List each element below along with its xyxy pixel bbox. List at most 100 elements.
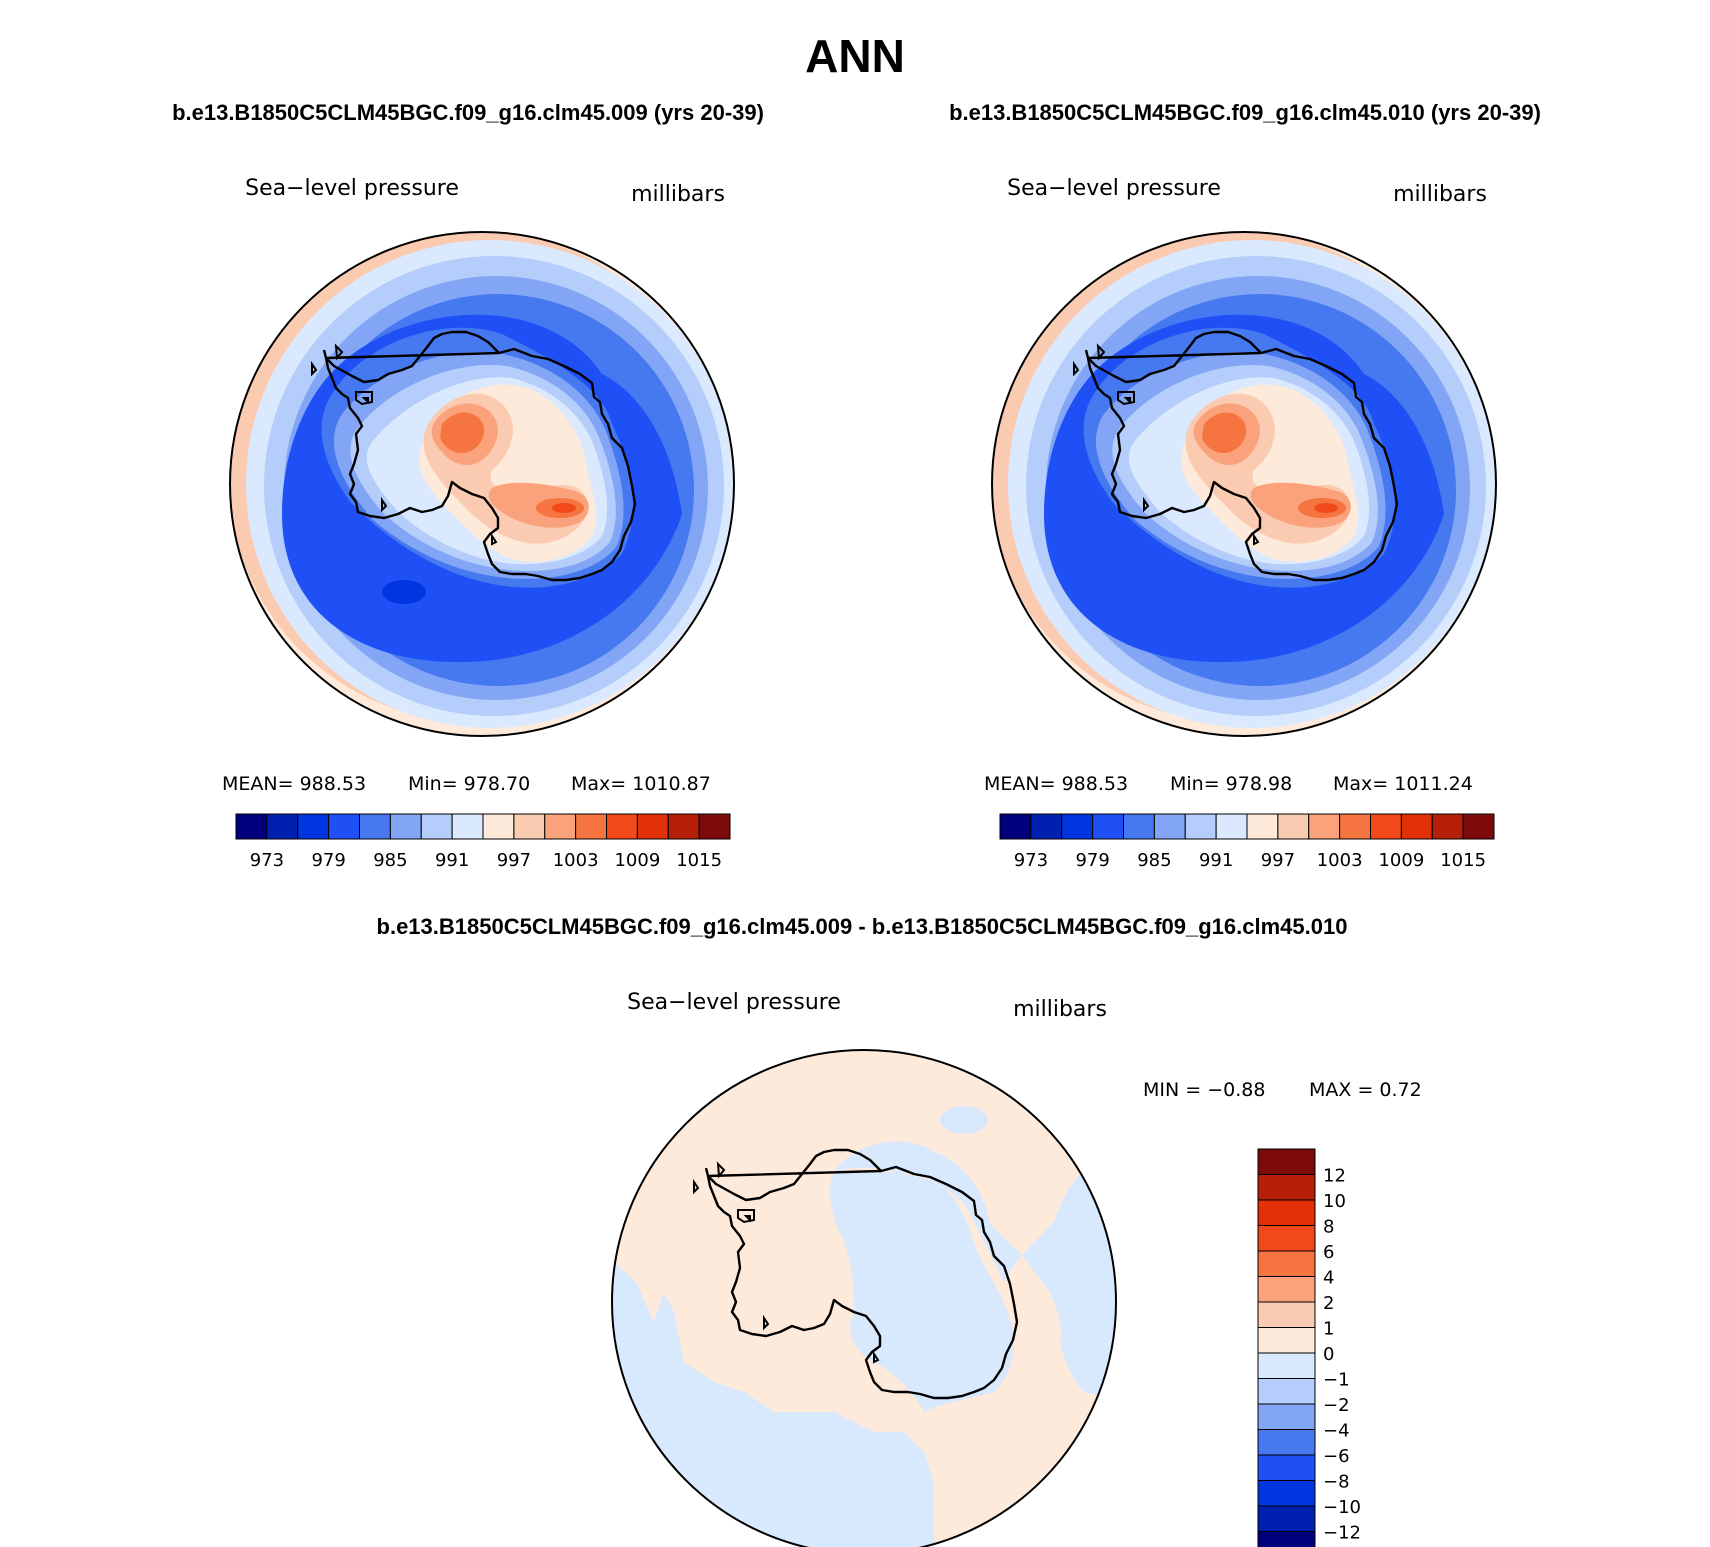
case-b-colorbar-tick-label: 997 [1261, 850, 1295, 871]
case-b-colorbar-swatch [999, 813, 1032, 840]
difference-colorbar-swatch [1257, 1250, 1316, 1277]
case-a-units-label: millibars [631, 182, 725, 207]
difference-title: b.e13.B1850C5CLM45BGC.f09_g16.clm45.009 … [377, 914, 1348, 939]
case-a-colorbar-tick-label: 1015 [676, 850, 722, 871]
difference-polar-map [612, 1050, 1116, 1547]
case-b-colorbar-swatch [1123, 813, 1155, 840]
case-a-colorbar-swatch [389, 813, 422, 840]
difference-colorbar-tick-label: −1 [1323, 1370, 1350, 1391]
case-a-map-border [229, 231, 735, 737]
difference-colorbar-swatch [1257, 1378, 1316, 1405]
difference-colorbar-swatch [1257, 1429, 1316, 1456]
case-a-colorbar-swatch [359, 813, 391, 840]
difference-colorbar-tick-label: 8 [1323, 1217, 1334, 1238]
difference-colorbar-swatch [1257, 1301, 1316, 1328]
difference-colorbar-swatch [1257, 1199, 1316, 1226]
difference-stat-min: MIN = −0.88 [1143, 1079, 1265, 1101]
case-a-polar-map [230, 232, 734, 736]
case-a-colorbar-swatch [235, 813, 268, 840]
case-a-colorbar-tick-label: 985 [373, 850, 407, 871]
difference-negative-region-east [829, 1141, 1116, 1412]
difference-colorbar-tick-label: 10 [1323, 1191, 1346, 1212]
case-a-colorbar-swatch [513, 813, 546, 840]
case-b-colorbar-swatch [1184, 813, 1217, 840]
difference-colorbar-tick-label: −4 [1323, 1421, 1350, 1442]
case-a-colorbar-tick-label: 979 [311, 850, 345, 871]
difference-map-border [611, 1049, 1117, 1547]
case-a-colorbar-swatch [575, 813, 607, 840]
case-a-stat-min: Min= 978.70 [408, 773, 530, 795]
case-a-variable-label: Sea−level pressure [245, 176, 459, 201]
difference-colorbar-tick-label: −10 [1323, 1497, 1361, 1518]
difference-colorbar-tick-label: −12 [1323, 1523, 1361, 1544]
case-a-colorbar-swatch [482, 813, 515, 840]
case-a-colorbar-swatch [297, 813, 330, 840]
figure-title: ANN [805, 30, 905, 82]
difference-colorbar-tick-label: 0 [1323, 1344, 1334, 1365]
case-a-colorbar-swatch [698, 813, 731, 840]
case-b-colorbar-swatch [1431, 813, 1464, 840]
case-b-map-border [991, 231, 1497, 737]
case-a-colorbar-swatch [266, 813, 299, 840]
case-b-stat-mean: MEAN= 988.53 [984, 773, 1128, 795]
case-b-units-label: millibars [1393, 182, 1487, 207]
difference-colorbar-swatch [1257, 1225, 1316, 1252]
difference-colorbar-swatch [1257, 1505, 1316, 1532]
panel-case-b: Sea−level pressure millibars [984, 176, 1497, 871]
case-b-colorbar-tick-label: 1015 [1440, 850, 1486, 871]
case-b-colorbar: 973 979 985 991 997 1003 1009 1015 [999, 813, 1495, 871]
difference-colorbar-tick-label: 1 [1323, 1319, 1334, 1340]
difference-colorbar-tick-label: 6 [1323, 1242, 1334, 1263]
case-a-stat-max: Max= 1010.87 [571, 773, 711, 795]
case-b-colorbar-tick-label: 991 [1199, 850, 1233, 871]
case-a-colorbar-tick-label: 991 [435, 850, 469, 871]
difference-colorbar-swatch [1257, 1403, 1316, 1430]
case-b-colorbar-tick-label: 985 [1137, 850, 1171, 871]
case-a-high-4 [440, 412, 485, 454]
case-a-colorbar-swatch [451, 813, 484, 840]
case-b-colorbar-tick-label: 973 [1014, 850, 1048, 871]
panel-difference: Sea−level pressure millibars MIN = −0.88… [611, 990, 1422, 1547]
case-b-colorbar-swatch [1400, 813, 1433, 840]
difference-colorbar-tick-label: −6 [1323, 1446, 1350, 1467]
panel-case-a: Sea−level pressure millibars [222, 176, 735, 871]
case-a-colorbar-tick-label: 997 [497, 850, 531, 871]
case-a-colorbar-tick-label: 1003 [553, 850, 599, 871]
case-b-colorbar-swatch [1462, 813, 1495, 840]
case-b-colorbar-swatch [1370, 813, 1402, 840]
difference-colorbar-swatch [1257, 1327, 1316, 1354]
case-a-low-center [382, 580, 426, 604]
case-b-colorbar-swatch [1061, 813, 1094, 840]
case-b-high-7 [1314, 503, 1338, 513]
difference-colorbar-swatch [1257, 1148, 1316, 1175]
difference-colorbar-tick-label: 12 [1323, 1166, 1346, 1187]
difference-colorbar-swatch [1257, 1480, 1316, 1507]
case-a-colorbar-tick-label: 1009 [614, 850, 660, 871]
case-a-colorbar-swatch [544, 813, 577, 840]
difference-colorbar-swatch [1257, 1352, 1316, 1379]
case-b-stat-max: Max= 1011.24 [1333, 773, 1473, 795]
case-b-colorbar-tick-label: 1009 [1378, 850, 1424, 871]
case-b-variable-label: Sea−level pressure [1007, 176, 1221, 201]
case-b-title: b.e13.B1850C5CLM45BGC.f09_g16.clm45.010 … [949, 100, 1541, 125]
case-b-colorbar-swatch [1092, 813, 1124, 840]
difference-variable-label: Sea−level pressure [627, 990, 841, 1015]
case-b-colorbar-swatch [1153, 813, 1186, 840]
case-a-colorbar-swatch [420, 813, 453, 840]
case-b-colorbar-swatch [1246, 813, 1279, 840]
case-b-colorbar-swatch [1030, 813, 1063, 840]
difference-colorbar-swatch [1257, 1531, 1316, 1547]
difference-stat-max: MAX = 0.72 [1309, 1079, 1422, 1101]
case-b-stat-min: Min= 978.98 [1170, 773, 1292, 795]
case-b-colorbar-swatch [1339, 813, 1371, 840]
case-a-colorbar: 973 979 985 991 997 1003 1009 1015 [235, 813, 731, 871]
case-a-colorbar-swatch [667, 813, 700, 840]
difference-colorbar-swatch [1257, 1174, 1316, 1201]
case-a-stat-mean: MEAN= 988.53 [222, 773, 366, 795]
difference-colorbar-tick-label: −2 [1323, 1395, 1350, 1416]
case-a-colorbar-swatch [328, 813, 360, 840]
case-a-title: b.e13.B1850C5CLM45BGC.f09_g16.clm45.009 … [172, 100, 764, 125]
case-b-colorbar-tick-label: 979 [1075, 850, 1109, 871]
